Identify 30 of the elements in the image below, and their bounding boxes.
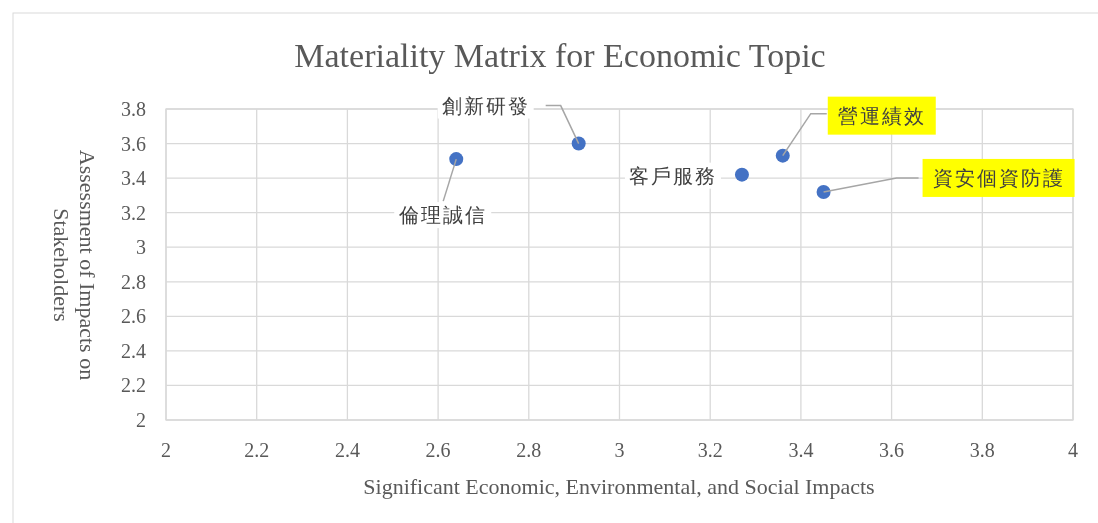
x-tick-label: 3.4 <box>788 439 814 461</box>
x-tick-label: 2 <box>161 439 171 461</box>
x-tick-label: 2.6 <box>425 439 451 461</box>
y-tick-label: 2.2 <box>121 374 146 397</box>
label: 客戶服務 <box>624 162 721 189</box>
x-axis-title: Significant Economic, Environmental, and Social Impacts <box>363 474 875 499</box>
y-axis-title: Assessment of Impacts on Stakeholders <box>49 149 100 381</box>
y-tick-label: 2 <box>136 409 146 431</box>
x-tick-label: 3.2 <box>697 439 723 461</box>
x-tick-label: 3 <box>614 439 625 461</box>
x-tick-label: 2.2 <box>244 439 270 461</box>
chart-title: Materiality Matrix for Economic Topic <box>294 37 826 74</box>
x-tick-label: 2.8 <box>516 439 542 461</box>
y-tick-label: 3.8 <box>121 98 146 120</box>
annotation: 資安個資防護 <box>932 166 1065 189</box>
x-tick-label: 4 <box>1068 439 1078 461</box>
x-tick-label: 3.8 <box>969 439 995 461</box>
y-tick-label: 3 <box>136 236 146 259</box>
x-tick-label: 3.6 <box>879 439 905 461</box>
x-tick-label: 2.4 <box>334 439 360 461</box>
y-tick-label: 2.4 <box>121 339 146 362</box>
annotation: 營運績效 <box>837 104 926 127</box>
y-tick-label: 2.6 <box>121 305 146 328</box>
y-tick-label: 3.2 <box>121 201 146 224</box>
label: 倫理誠信 <box>394 202 492 229</box>
y-tick-label: 2.8 <box>121 270 146 293</box>
label: 資安個資防護 <box>922 158 1075 197</box>
label: 營運績效 <box>827 96 936 135</box>
y-tick-label: 3.6 <box>121 132 146 155</box>
y-tick-label: 3.4 <box>121 167 146 190</box>
